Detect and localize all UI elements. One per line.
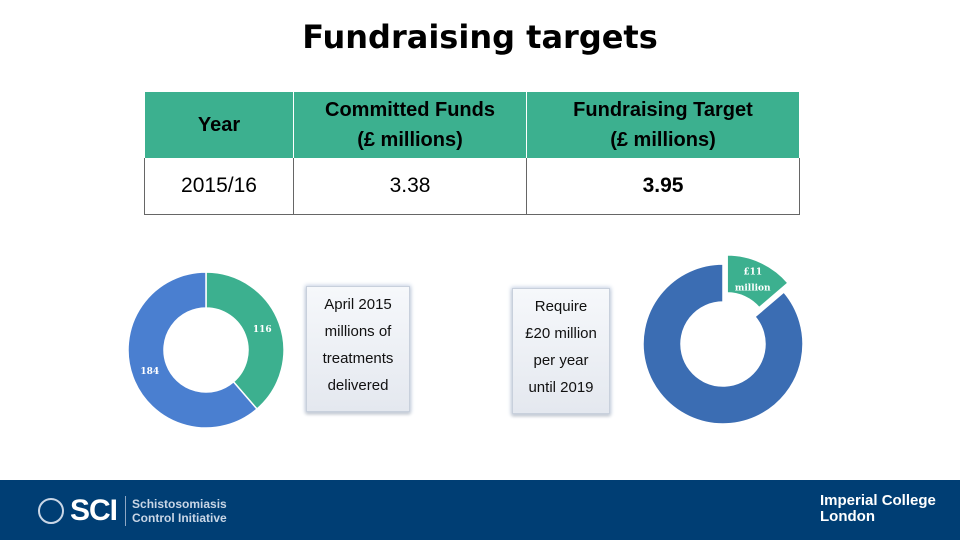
header-year: Year xyxy=(144,92,294,158)
cell-committed: 3.38 xyxy=(293,158,527,215)
donut-slice-1 xyxy=(642,263,804,425)
treatments-donut-chart: 116 184 xyxy=(127,271,285,429)
sci-abbreviation: SCI xyxy=(70,494,118,527)
funding-donut-chart: £11 million xyxy=(642,254,804,425)
slide-title: Fundraising targets xyxy=(302,18,658,56)
imperial-college-logo: Imperial College London xyxy=(820,492,936,525)
donut-slice-label-0: £11 million xyxy=(735,268,771,294)
donut-slice-label-0: 116 xyxy=(253,325,272,335)
logo-divider xyxy=(125,496,127,526)
donut-slice-0 xyxy=(205,271,285,411)
globe-icon xyxy=(38,498,64,524)
funding-requirement-text-box: Require £20 million per year until 2019 xyxy=(512,288,610,414)
header-fundraising-target: Fundraising Target (£ millions) xyxy=(526,92,800,158)
donut-slice-label-1: 184 xyxy=(140,367,159,377)
footer-bar xyxy=(0,480,960,540)
donut-slice-0 xyxy=(726,254,790,309)
cell-target: 3.95 xyxy=(526,158,800,215)
header-committed-funds: Committed Funds (£ millions) xyxy=(293,92,527,158)
treatments-text-box: April 2015 millions of treatments delive… xyxy=(306,286,410,412)
donut-slice-1 xyxy=(127,271,259,429)
sci-logo: SCI Schistosomiasis Control Initiative xyxy=(38,494,227,528)
sci-full-name: Schistosomiasis Control Initiative xyxy=(132,497,227,525)
table-row: 2015/16 3.38 3.95 xyxy=(144,158,800,215)
table-header-row: Year Committed Funds (£ millions) Fundra… xyxy=(144,92,800,158)
fundraising-table: Year Committed Funds (£ millions) Fundra… xyxy=(144,92,800,215)
cell-year: 2015/16 xyxy=(144,158,294,215)
